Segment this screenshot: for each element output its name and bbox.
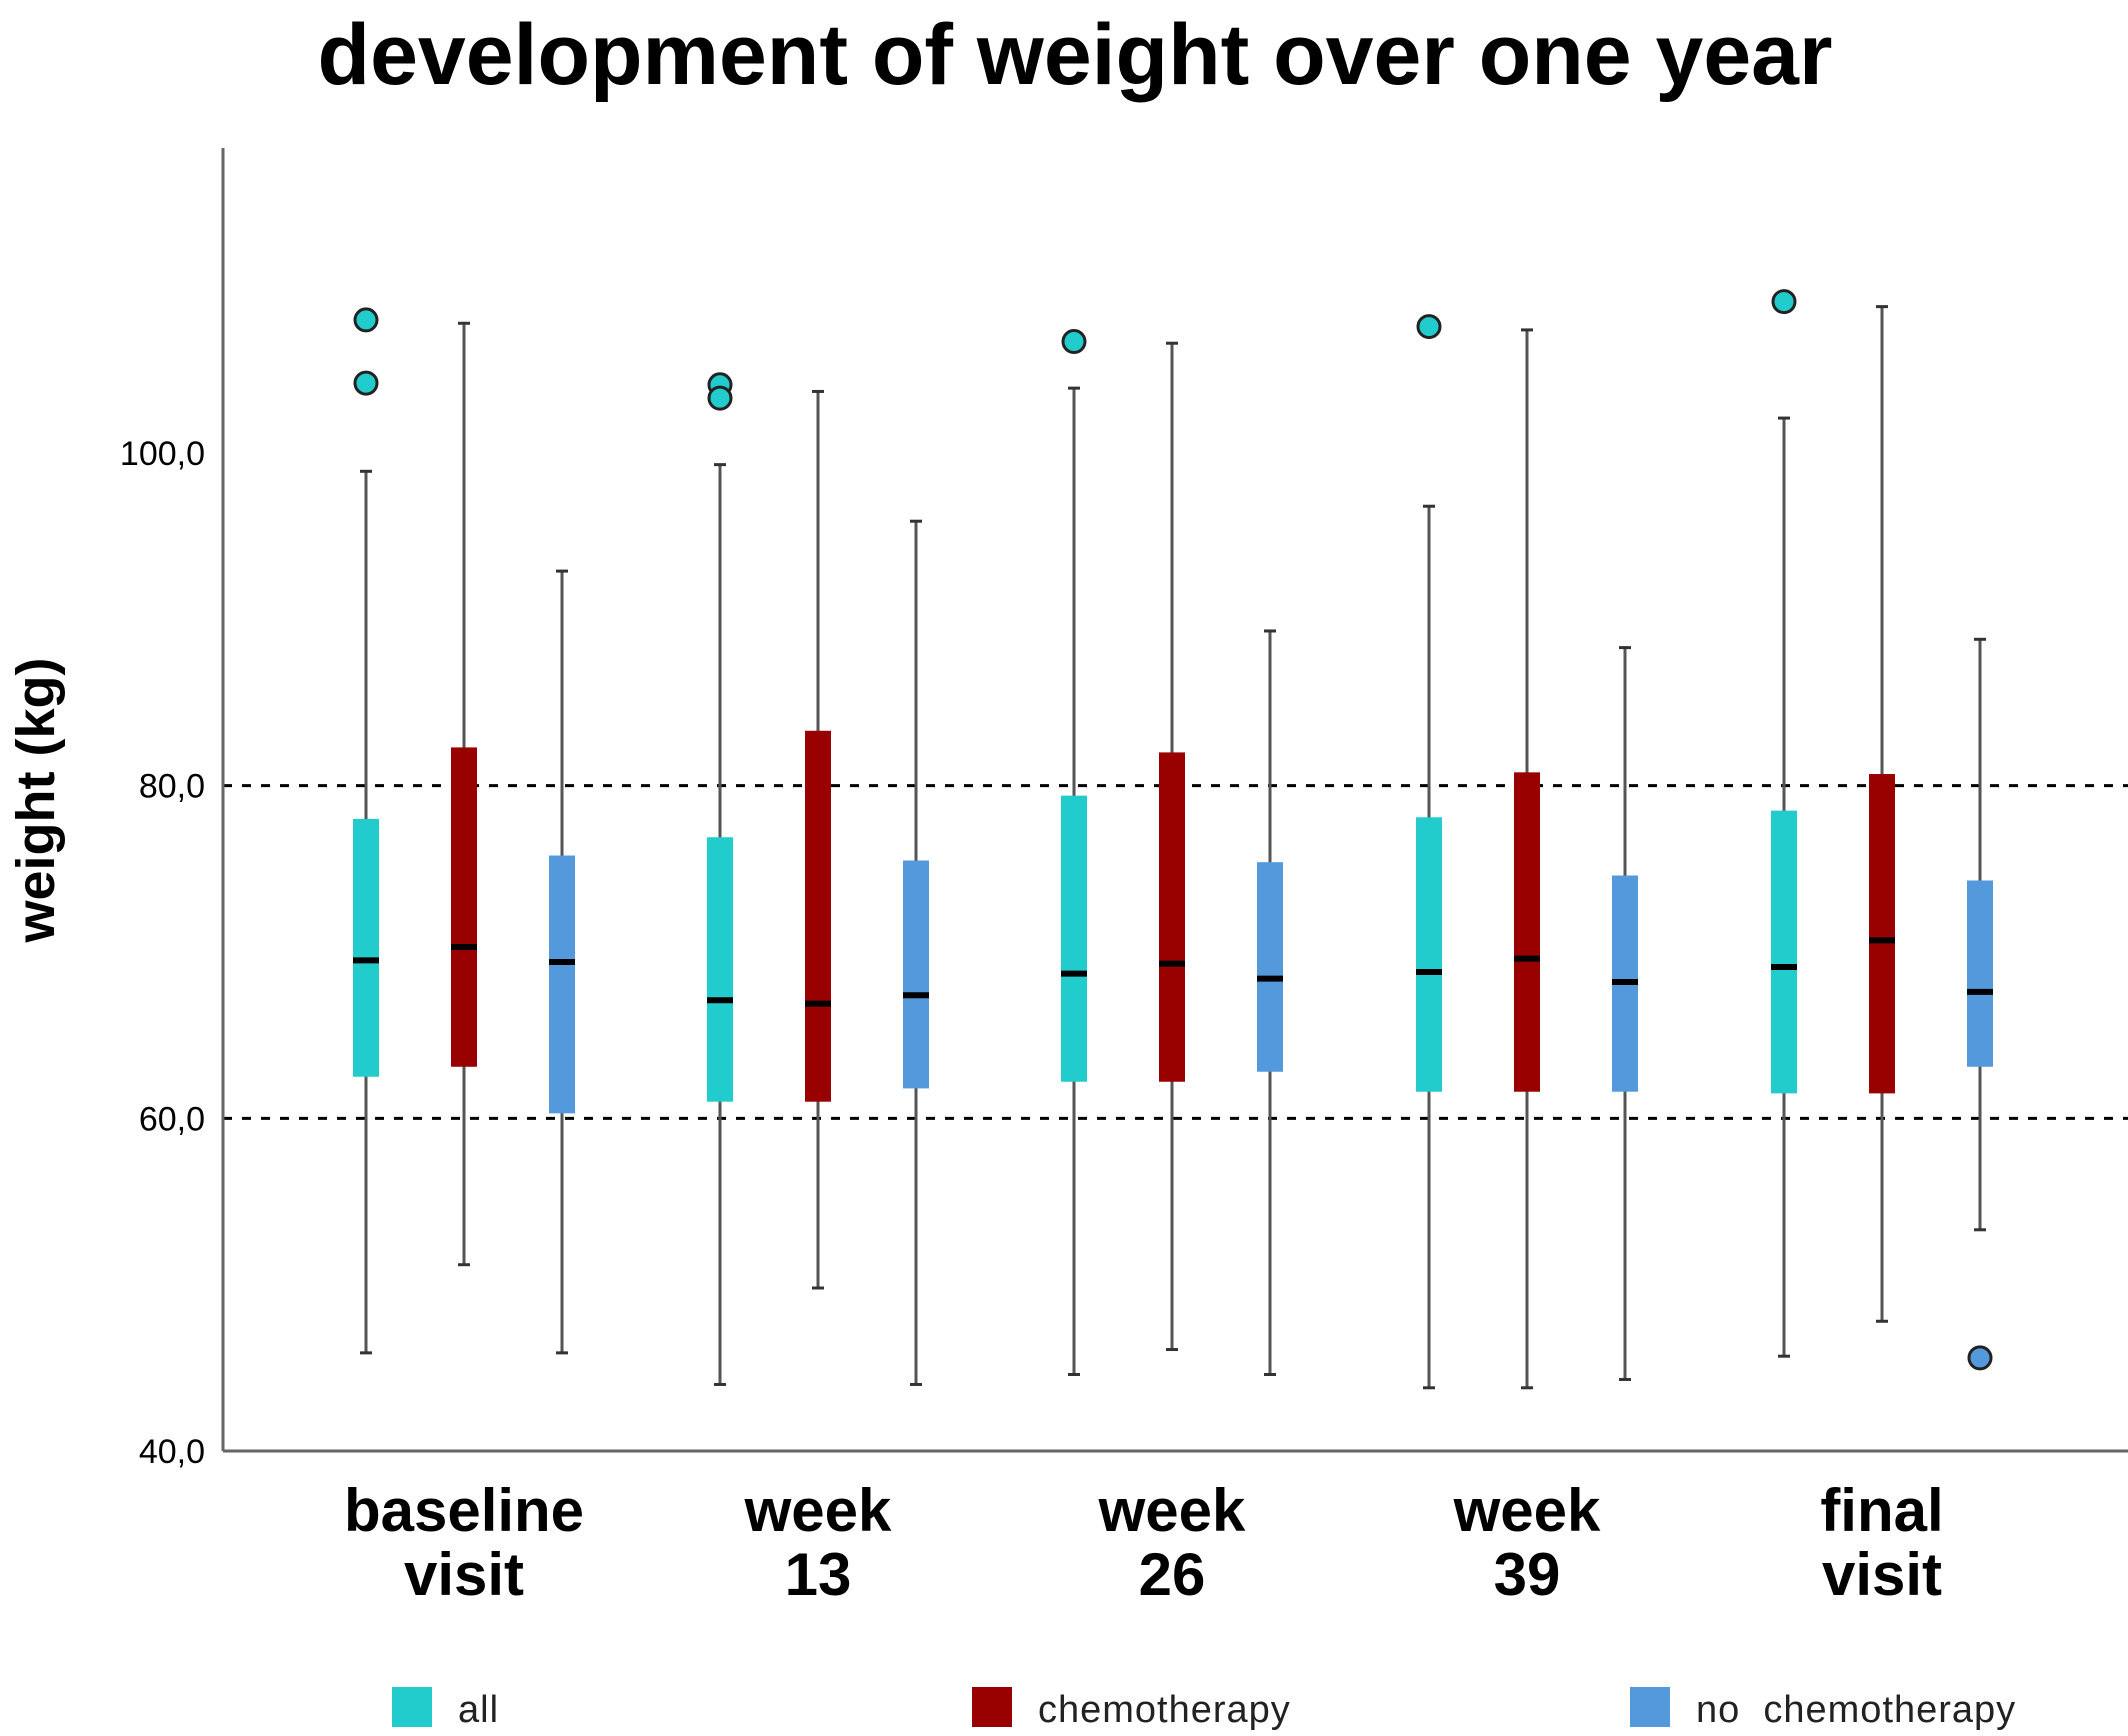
- box-iqr: [353, 818, 379, 1077]
- box-iqr: [707, 837, 733, 1102]
- outlier-point: [1416, 314, 1442, 340]
- category-label-1-line-0: week: [744, 1477, 892, 1544]
- y-tick-label-40: 40,0: [139, 1433, 205, 1471]
- category-label-3-line-1: 39: [1494, 1541, 1561, 1608]
- y-tick-labels: 40,0 60,0 80,0 100,0: [120, 435, 205, 1471]
- box-iqr: [1159, 752, 1185, 1082]
- y-tick-label-80: 80,0: [139, 768, 205, 806]
- legend-label-2: no chemotherapy: [1696, 1689, 2016, 1731]
- box-all-3: [1416, 314, 1442, 1390]
- box-iqr: [1061, 795, 1087, 1082]
- box-no-chemotherapy-4: [1967, 637, 1993, 1371]
- y-axis-label: weight (kg): [6, 658, 66, 944]
- legend: all chemotherapy no chemotherapy: [392, 1687, 2016, 1731]
- box-chemotherapy-0: [451, 321, 477, 1267]
- outlier-point: [1771, 289, 1797, 315]
- box-chemotherapy-1: [805, 389, 831, 1290]
- category-label-2-line-1: 26: [1139, 1541, 1206, 1608]
- category-label-3-line-0: week: [1453, 1477, 1601, 1544]
- outlier-point: [1967, 1345, 1993, 1371]
- category-label-1-line-1: 13: [785, 1541, 852, 1608]
- box-iqr: [1257, 862, 1283, 1072]
- chart-title: development of weight over one year: [318, 7, 1833, 103]
- category-label-2-line-0: week: [1098, 1477, 1246, 1544]
- box-all-4: [1771, 289, 1797, 1358]
- box-iqr: [1514, 772, 1540, 1092]
- legend-label-1: chemotherapy: [1038, 1689, 1291, 1731]
- box-iqr: [903, 860, 929, 1089]
- category-label-4-line-0: final: [1820, 1477, 1943, 1544]
- legend-label-0: all: [458, 1689, 499, 1731]
- box-iqr: [549, 855, 575, 1114]
- box-chemotherapy-2: [1159, 341, 1185, 1352]
- category-labels: baselinevisitweek13week26week39finalvisi…: [344, 1477, 1944, 1608]
- category-label-0-line-0: baseline: [344, 1477, 584, 1544]
- legend-swatch-0: [392, 1687, 432, 1727]
- box-all-2: [1061, 329, 1087, 1376]
- category-label-0-line-1: visit: [404, 1541, 524, 1608]
- box-chemotherapy-4: [1869, 305, 1895, 1323]
- box-iqr: [451, 747, 477, 1067]
- box-no-chemotherapy-0: [549, 569, 575, 1355]
- legend-swatch-2: [1630, 1687, 1670, 1727]
- box-layer: [353, 289, 1993, 1390]
- box-iqr: [1771, 810, 1797, 1094]
- box-chemotherapy-3: [1514, 328, 1540, 1390]
- box-all-0: [353, 307, 379, 1355]
- outlier-point: [1061, 329, 1087, 355]
- box-iqr: [1967, 880, 1993, 1067]
- box-no-chemotherapy-3: [1612, 646, 1638, 1381]
- y-tick-label-60: 60,0: [139, 1100, 205, 1138]
- outlier-point: [707, 385, 733, 411]
- outlier-point: [353, 307, 379, 333]
- box-all-1: [707, 372, 733, 1386]
- box-iqr: [1869, 774, 1895, 1094]
- box-iqr: [1416, 817, 1442, 1092]
- box-no-chemotherapy-2: [1257, 629, 1283, 1376]
- y-tick-label-100: 100,0: [120, 435, 205, 473]
- outlier-point: [353, 370, 379, 396]
- category-label-4-line-1: visit: [1822, 1541, 1942, 1608]
- legend-swatch-1: [972, 1687, 1012, 1727]
- box-iqr: [805, 730, 831, 1102]
- box-no-chemotherapy-1: [903, 519, 929, 1386]
